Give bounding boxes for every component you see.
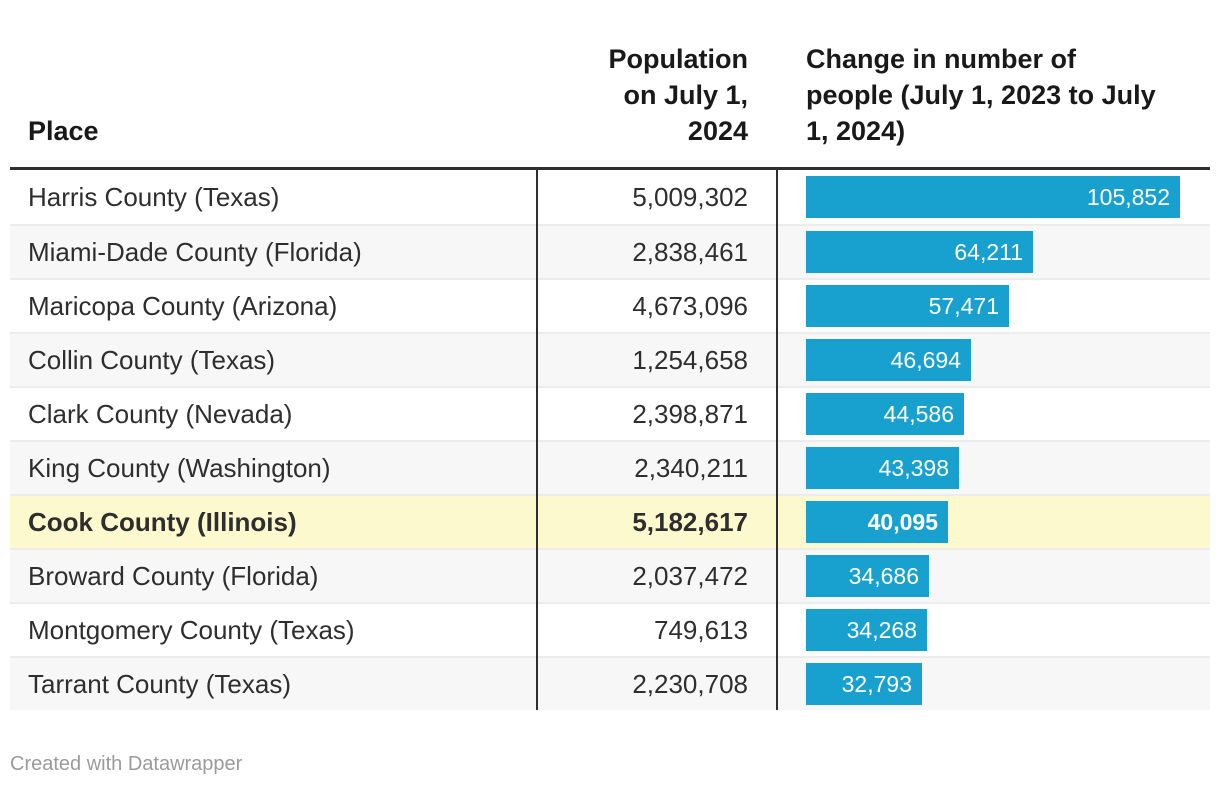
column-header-place-label: Place	[28, 116, 99, 146]
table-header: Place Population on July 1, 2024 Change …	[10, 0, 1210, 170]
change-bar: 32,793	[806, 663, 922, 705]
table-row: Montgomery County (Texas) 749,613 34,268	[10, 602, 1210, 656]
chart-footer: Created with Datawrapper	[10, 752, 1210, 776]
table-row: King County (Washington) 2,340,211 43,39…	[10, 440, 1210, 494]
population-cell: 2,340,211	[634, 452, 748, 483]
table-row: Harris County (Texas) 5,009,302 105,852	[10, 170, 1210, 224]
column-header-population: Population on July 1, 2024	[538, 41, 778, 149]
change-bar: 43,398	[806, 447, 959, 489]
change-bar-label: 105,852	[1086, 183, 1170, 210]
change-cell: 105,852	[778, 170, 1210, 224]
population-cell: 2,230,708	[632, 668, 748, 699]
column-header-place: Place	[10, 113, 538, 149]
population-cell: 5,182,617	[632, 506, 748, 537]
table-row: Miami-Dade County (Florida) 2,838,461 64…	[10, 224, 1210, 278]
population-cell: 2,838,461	[632, 236, 748, 267]
change-bar: 34,268	[806, 609, 927, 651]
column-divider	[536, 170, 538, 710]
change-cell: 43,398	[778, 442, 1210, 494]
change-bar-label: 44,586	[883, 400, 954, 427]
change-bar-label: 34,268	[846, 616, 917, 643]
change-bar: 44,586	[806, 393, 964, 435]
place-cell: Broward County (Florida)	[28, 560, 319, 591]
place-cell: Montgomery County (Texas)	[28, 614, 355, 645]
change-bar: 64,211	[806, 231, 1033, 273]
change-cell: 32,793	[778, 658, 1210, 710]
change-cell: 34,268	[778, 604, 1210, 656]
change-bar: 40,095	[806, 501, 948, 543]
population-cell: 4,673,096	[632, 290, 748, 321]
table-row: Maricopa County (Arizona) 4,673,096 57,4…	[10, 278, 1210, 332]
column-header-change-label: Change in number of people (July 1, 2023…	[806, 44, 1156, 146]
place-cell: Cook County (Illinois)	[28, 506, 297, 537]
table-row: Broward County (Florida) 2,037,472 34,68…	[10, 548, 1210, 602]
change-bar: 34,686	[806, 555, 929, 597]
place-cell: Harris County (Texas)	[28, 181, 280, 212]
table-row: Cook County (Illinois) 5,182,617 40,095	[10, 494, 1210, 548]
table-row: Tarrant County (Texas) 2,230,708 32,793	[10, 656, 1210, 710]
population-cell: 5,009,302	[632, 181, 748, 212]
change-bar: 46,694	[806, 339, 971, 381]
change-cell: 64,211	[778, 226, 1210, 278]
population-cell: 1,254,658	[632, 344, 748, 375]
datawrapper-credit-link[interactable]: Created with Datawrapper	[10, 753, 243, 775]
population-cell: 2,037,472	[632, 560, 748, 591]
change-bar-label: 40,095	[867, 508, 938, 535]
change-bar: 105,852	[806, 176, 1180, 218]
table-row: Collin County (Texas) 1,254,658 46,694	[10, 332, 1210, 386]
population-cell: 2,398,871	[632, 398, 748, 429]
change-bar-label: 43,398	[878, 454, 949, 481]
table-body: Harris County (Texas) 5,009,302 105,852 …	[10, 170, 1210, 710]
population-cell: 749,613	[654, 614, 748, 645]
column-header-change: Change in number of people (July 1, 2023…	[778, 41, 1210, 149]
change-cell: 46,694	[778, 334, 1210, 386]
change-bar-label: 32,793	[841, 670, 912, 697]
place-cell: Maricopa County (Arizona)	[28, 290, 338, 321]
change-bar-label: 64,211	[954, 238, 1023, 265]
place-cell: Tarrant County (Texas)	[28, 668, 291, 699]
place-cell: Clark County (Nevada)	[28, 398, 293, 429]
column-header-population-label: Population on July 1, 2024	[608, 44, 748, 146]
change-bar-label: 46,694	[890, 346, 961, 373]
table-row: Clark County (Nevada) 2,398,871 44,586	[10, 386, 1210, 440]
change-cell: 40,095	[778, 496, 1210, 548]
change-bar-label: 57,471	[928, 292, 999, 319]
place-cell: Collin County (Texas)	[28, 344, 276, 375]
change-cell: 34,686	[778, 550, 1210, 602]
change-cell: 57,471	[778, 280, 1210, 332]
place-cell: King County (Washington)	[28, 452, 331, 483]
change-bar-label: 34,686	[848, 562, 919, 589]
place-cell: Miami-Dade County (Florida)	[28, 236, 362, 267]
column-divider	[776, 170, 778, 710]
change-bar: 57,471	[806, 285, 1009, 327]
change-cell: 44,586	[778, 388, 1210, 440]
